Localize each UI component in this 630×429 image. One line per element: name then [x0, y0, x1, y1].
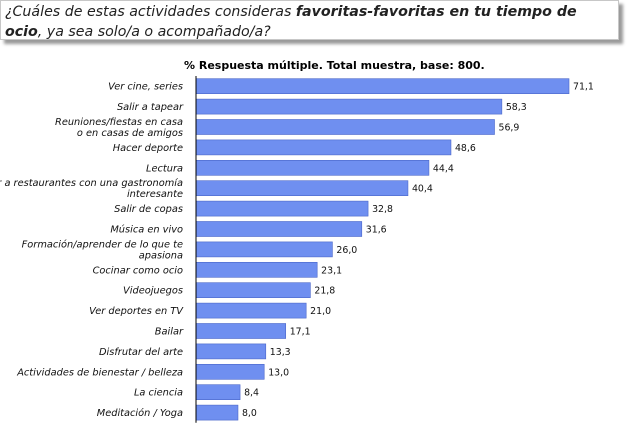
category-label: Meditación / Yoga [97, 407, 183, 419]
data-label: 8,4 [244, 388, 259, 399]
bar [195, 241, 333, 258]
bar [195, 282, 311, 299]
bar [195, 78, 570, 94]
category-label: Cocinar como ocio [93, 265, 183, 276]
category-label: Disfrutar del arte [99, 347, 183, 358]
bar [195, 139, 452, 156]
category-label: Formación/aprender de lo que te apasiona [22, 238, 183, 261]
chart-subtitle: % Respuesta múltiple. Total muestra, bas… [184, 59, 485, 72]
data-label: 48,6 [455, 143, 476, 154]
bar [195, 221, 363, 237]
category-label: Salir de copas [114, 204, 183, 215]
data-label: 8,0 [242, 408, 257, 419]
question-text-bold: favoritas-favoritas en tu tiempo de ocio [5, 4, 577, 40]
category-label: Actividades de bienestar / belleza [16, 367, 183, 378]
data-label: 32,8 [372, 204, 393, 215]
category-label: Bailar [155, 327, 184, 338]
category-label: Lectura [146, 163, 183, 174]
category-label: Videojuegos [123, 286, 183, 297]
category-label: Ver deportes en TV [89, 306, 184, 317]
bar [195, 160, 430, 176]
data-label: 13,3 [270, 347, 291, 358]
category-label: Ir a restaurantes con una gastronomía int… [0, 177, 183, 200]
data-label: 26,0 [336, 245, 357, 256]
data-label: 58,3 [506, 102, 527, 113]
data-label: 31,6 [366, 225, 387, 236]
category-label: Reuniones/fiestas en casa o en casas de a… [55, 117, 183, 139]
bar [195, 343, 267, 360]
question-text-part1: ¿Cuáles de estas actividades consideras [5, 4, 296, 20]
bar [195, 404, 239, 421]
data-label: 40,4 [412, 184, 433, 195]
data-label: 21,0 [310, 306, 331, 317]
data-label: 44,4 [433, 163, 454, 174]
bar [195, 384, 241, 401]
category-label: Música en vivo [110, 224, 183, 236]
bar [195, 302, 307, 319]
data-label: 13,0 [268, 367, 289, 378]
bar [195, 323, 287, 339]
category-label: Salir a tapear [117, 102, 184, 113]
category-label: Ver cine, series [108, 82, 183, 93]
data-label: 56,9 [499, 123, 520, 134]
bar [195, 180, 409, 196]
data-label: 17,1 [290, 327, 311, 338]
data-label: 21,8 [314, 286, 335, 297]
data-label: 23,1 [321, 265, 342, 276]
data-label: 71,1 [573, 82, 594, 93]
category-label: La ciencia [134, 388, 183, 399]
bar [195, 261, 318, 278]
bar [195, 200, 369, 217]
category-label: Hacer deporte [113, 143, 183, 154]
bar [195, 363, 265, 380]
question-box: ¿Cuáles de estas actividades consideras … [0, 0, 619, 40]
bar [195, 98, 503, 115]
bar [195, 119, 495, 135]
question-text-part2: , ya sea solo/a o acompañado/a? [37, 24, 271, 40]
